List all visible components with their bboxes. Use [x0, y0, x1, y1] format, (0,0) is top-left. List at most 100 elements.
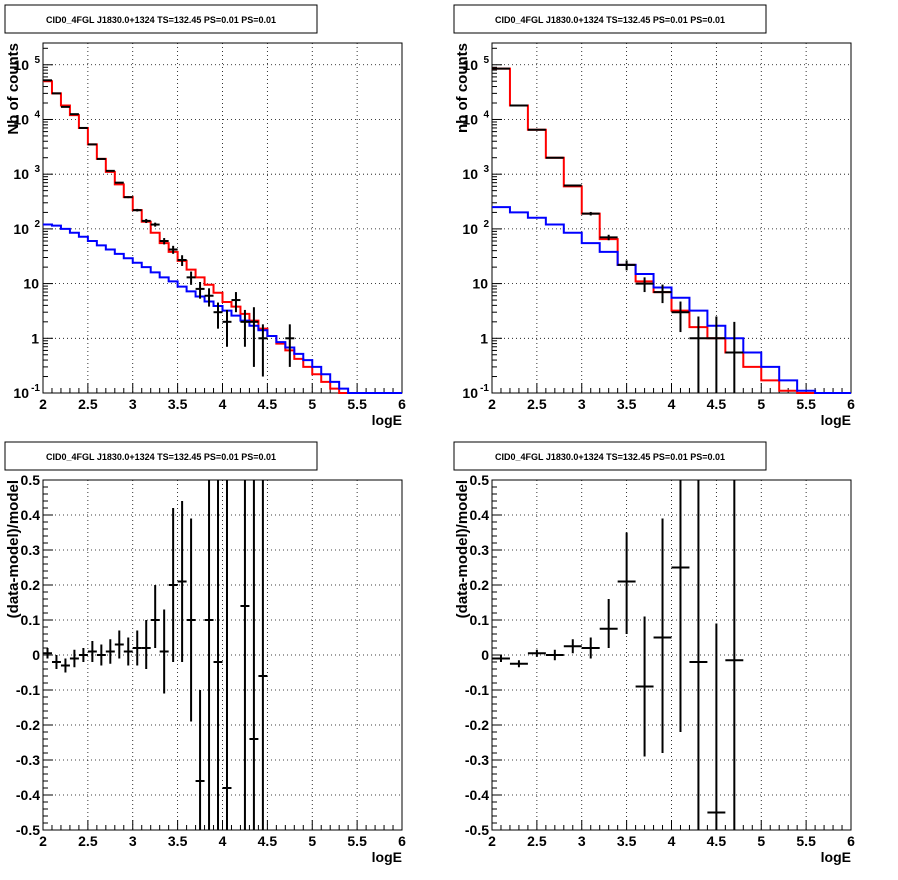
- residual-point: [178, 501, 187, 662]
- data-point: [707, 317, 725, 393]
- data-point: [115, 182, 124, 183]
- y-tick-exponent: 4: [483, 109, 489, 120]
- residual-point: [151, 585, 160, 648]
- y-tick-label: -0.2: [465, 717, 489, 733]
- data-point: [187, 272, 196, 285]
- data-points: [492, 69, 743, 393]
- pad-title: CID0_4FGL J1830.0+1324 TS=132.45 PS=0.01…: [46, 15, 276, 25]
- pad-residuals-right: CID0_4FGL J1830.0+1324 TS=132.45 PS=0.01…: [449, 437, 898, 875]
- y-tick-label: -0.3: [16, 752, 40, 768]
- y-tick-label: 10: [13, 221, 29, 237]
- x-tick-label: 3.5: [168, 833, 188, 849]
- x-tick-label: 4: [219, 396, 227, 412]
- y-tick-exponent: 5: [483, 55, 489, 66]
- y-tick-label: 0.1: [470, 612, 490, 628]
- data-point: [636, 277, 654, 292]
- data-point: [151, 223, 160, 227]
- pad-title-box: CID0_4FGL J1830.0+1324 TS=132.45 PS=0.01…: [454, 442, 766, 470]
- residual-point: [133, 631, 142, 666]
- y-axis-title: nb of counts: [454, 43, 471, 133]
- x-tick-label: 4: [668, 396, 676, 412]
- x-tick-label: 2.5: [78, 833, 98, 849]
- residual-points: [492, 480, 743, 830]
- data-points: [43, 80, 294, 376]
- data-point: [672, 302, 690, 333]
- x-tick-label: 4.5: [258, 833, 278, 849]
- y-tick-exponent: 2: [483, 219, 489, 230]
- x-axis-title: logE: [372, 412, 402, 428]
- x-tick-label: 6: [398, 833, 406, 849]
- residual-point: [52, 655, 61, 669]
- x-tick-label: 5: [757, 396, 765, 412]
- x-tick-label: 5: [308, 833, 316, 849]
- data-point: [97, 158, 106, 159]
- y-tick-label: 0: [32, 647, 40, 663]
- x-tick-label: 2.5: [527, 833, 547, 849]
- x-tick-label: 3.5: [617, 833, 637, 849]
- y-tick-label: -0.3: [465, 752, 489, 768]
- x-tick-label: 2.5: [78, 396, 98, 412]
- x-tick-label: 5: [308, 396, 316, 412]
- y-tick-label: 0.3: [21, 542, 41, 558]
- residual-point: [510, 660, 528, 667]
- grid: [43, 43, 402, 393]
- residual-point: [564, 639, 582, 653]
- y-tick-label: 0.1: [21, 612, 41, 628]
- residual-point: [61, 659, 70, 673]
- residual-point: [70, 650, 79, 668]
- data-point: [240, 310, 249, 347]
- data-point: [61, 107, 70, 108]
- residual-point: [97, 645, 106, 666]
- residual-point: [79, 648, 88, 662]
- y-tick-exponent: 3: [483, 164, 489, 175]
- x-tick-label: 4.5: [707, 396, 727, 412]
- residual-point: [240, 480, 249, 830]
- y-tick-label: 0: [481, 647, 489, 663]
- data-point: [285, 324, 294, 367]
- pad-residuals-left: CID0_4FGL J1830.0+1324 TS=132.45 PS=0.01…: [0, 437, 449, 875]
- x-tick-label: 3.5: [168, 396, 188, 412]
- x-tick-label: 2.5: [527, 396, 547, 412]
- y-tick-label: -0.1: [16, 682, 40, 698]
- data-point: [124, 196, 133, 198]
- x-tick-label: 3: [578, 396, 586, 412]
- y-tick-exponent: -1: [31, 383, 40, 394]
- x-tick-label: 4.5: [707, 833, 727, 849]
- pad-title: CID0_4FGL J1830.0+1324 TS=132.45 PS=0.01…: [495, 15, 725, 25]
- y-tick-label: 0.5: [21, 472, 41, 488]
- pad-title: CID0_4FGL J1830.0+1324 TS=132.45 PS=0.01…: [46, 452, 276, 462]
- residual-point: [88, 641, 97, 662]
- y-tick-exponent: -1: [480, 383, 489, 394]
- x-tick-label: 3: [578, 833, 586, 849]
- x-tick-label: 3.5: [617, 396, 637, 412]
- residual-point: [169, 508, 178, 662]
- x-tick-label: 6: [398, 396, 406, 412]
- y-tick-label: 0.5: [470, 472, 490, 488]
- x-tick-label: 4.5: [258, 396, 278, 412]
- residual-point: [528, 650, 546, 657]
- residual-point: [672, 480, 690, 732]
- y-axis: -0.5-0.4-0.3-0.2-0.100.10.20.30.40.5(dat…: [454, 472, 502, 838]
- x-tick-label: 4: [668, 833, 676, 849]
- x-axis-title: logE: [372, 849, 402, 865]
- residual-point: [707, 624, 725, 831]
- x-tick-label: 2: [488, 396, 496, 412]
- y-tick-label: 0.3: [470, 542, 490, 558]
- y-tick-label: -0.4: [16, 787, 40, 803]
- y-tick-label: -0.4: [465, 787, 489, 803]
- red-histogram-line: [492, 69, 851, 393]
- residual-point: [205, 480, 214, 830]
- grid: [492, 480, 851, 830]
- x-axis-title: logE: [821, 412, 851, 428]
- y-tick-label: -0.5: [16, 822, 40, 838]
- x-tick-label: 5.5: [796, 396, 816, 412]
- x-tick-label: 2: [39, 833, 47, 849]
- residual-point: [124, 638, 133, 666]
- x-axis-title: logE: [821, 849, 851, 865]
- x-tick-label: 2: [39, 396, 47, 412]
